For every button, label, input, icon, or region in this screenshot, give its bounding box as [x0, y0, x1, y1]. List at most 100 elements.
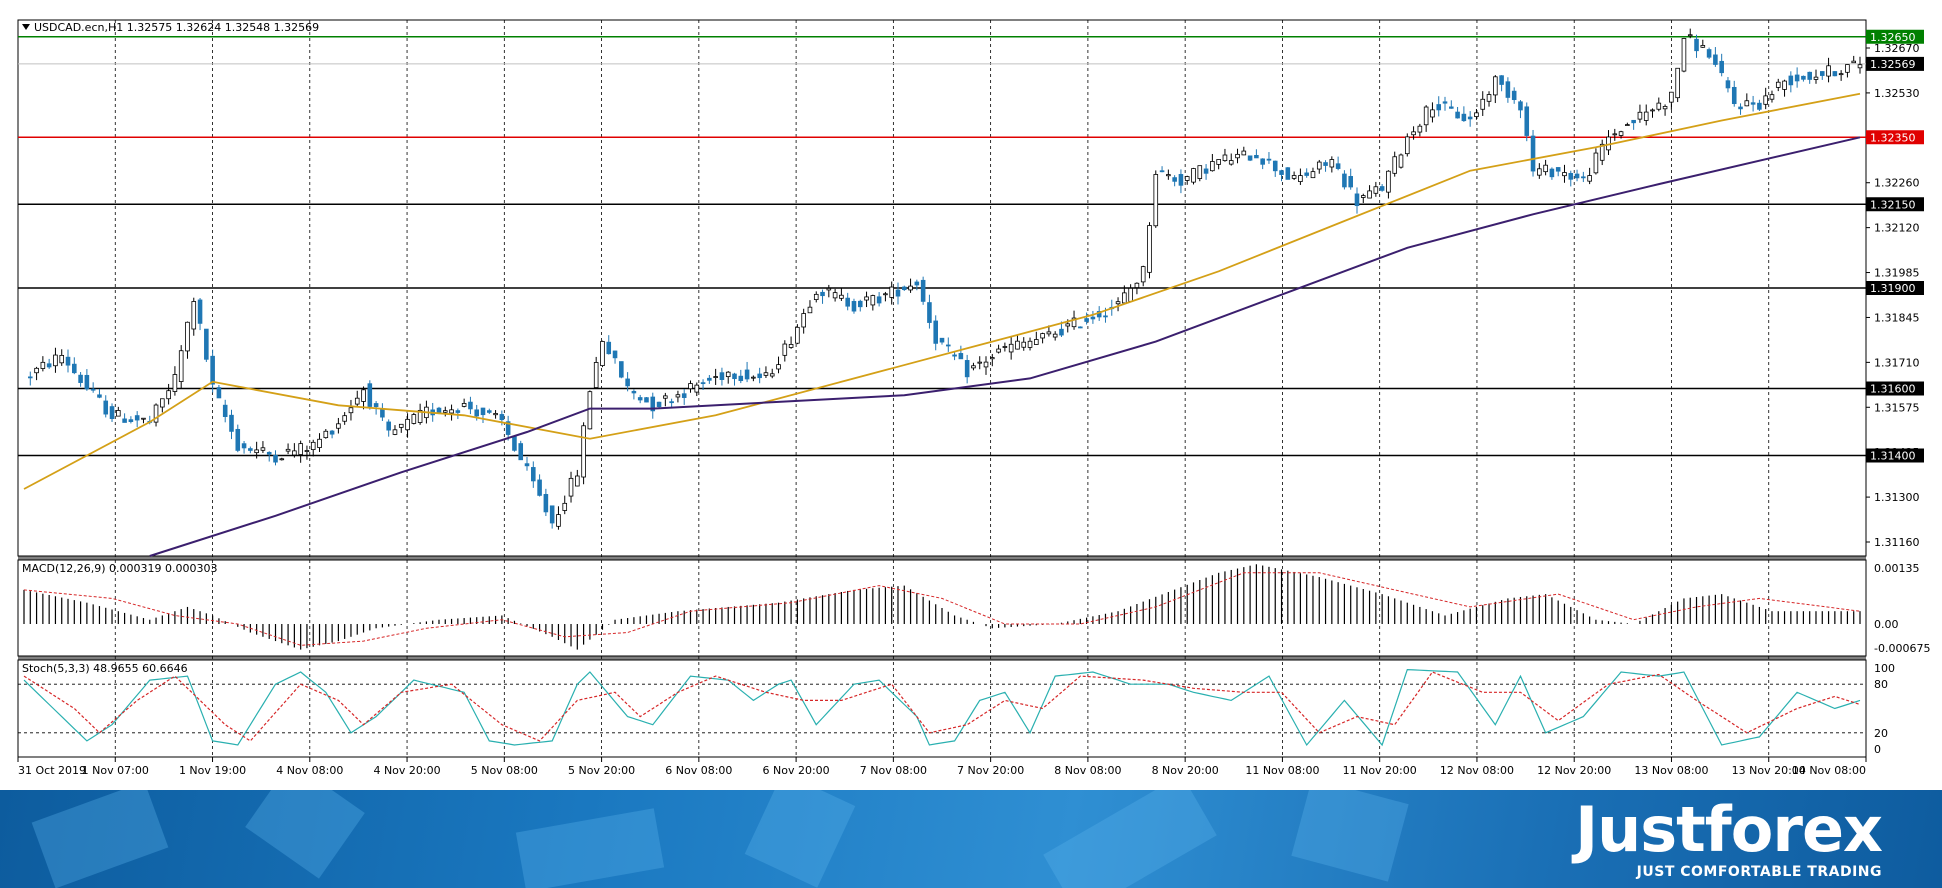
- candle-down: [939, 337, 945, 343]
- candle-down: [644, 397, 649, 403]
- price-level-label: 1.31600: [1870, 383, 1916, 396]
- justforex-logo: Justforex: [1575, 793, 1883, 866]
- candle-up: [449, 409, 454, 414]
- y-tick-label: 1.32260: [1874, 177, 1920, 190]
- candle-up: [354, 397, 360, 405]
- candle-up: [832, 292, 838, 299]
- candle-down: [1342, 173, 1347, 188]
- candle-up: [442, 410, 448, 413]
- candle-up: [1618, 131, 1624, 136]
- candle-up: [1826, 65, 1831, 77]
- candle-up: [59, 354, 65, 364]
- candle-up: [191, 301, 197, 330]
- candle-down: [329, 430, 335, 435]
- candle-up: [1838, 73, 1844, 76]
- candle-down: [744, 369, 750, 380]
- candle-up: [556, 514, 561, 527]
- candle-down: [1266, 158, 1272, 161]
- candle-up: [996, 348, 1001, 353]
- candle-down: [1750, 102, 1756, 105]
- candle-up: [1241, 150, 1247, 156]
- candle-up: [178, 350, 184, 382]
- candle-down: [1719, 60, 1724, 74]
- price-level-label: 1.32350: [1870, 131, 1916, 144]
- candle-down: [235, 428, 241, 451]
- price-level-tag: [1866, 29, 1924, 44]
- candle-down: [1159, 170, 1165, 173]
- candle-down: [1555, 167, 1561, 172]
- candle-down: [1731, 86, 1737, 105]
- x-tick-label: 5 Nov 20:00: [568, 764, 635, 777]
- candle-down: [1090, 316, 1096, 320]
- candle-down: [1285, 167, 1291, 180]
- menu-triangle-icon: [22, 24, 30, 30]
- candle-up: [1637, 111, 1643, 120]
- candle-up: [1782, 80, 1787, 90]
- candle-up: [1128, 287, 1133, 302]
- candle-up: [53, 354, 58, 367]
- candle-down: [732, 373, 737, 380]
- candle-up: [1474, 112, 1479, 117]
- candle-up: [600, 341, 605, 367]
- candle-up: [694, 384, 700, 393]
- candle-down: [229, 414, 234, 432]
- candle-down: [1725, 80, 1731, 89]
- candle-down: [1518, 101, 1523, 111]
- candle-up: [688, 383, 693, 390]
- candle-up: [1071, 317, 1077, 328]
- macd-y-tick-label: 0.00: [1874, 618, 1899, 631]
- price-level-label: 1.31400: [1870, 450, 1916, 463]
- candle-down: [134, 415, 140, 421]
- candle-down: [1467, 116, 1473, 120]
- candle-up: [323, 430, 329, 439]
- candle-up: [153, 404, 159, 423]
- candle-down: [103, 400, 109, 415]
- candle-up: [1040, 333, 1045, 339]
- x-tick-label: 6 Nov 20:00: [763, 764, 830, 777]
- candle-up: [254, 449, 259, 454]
- candle-down: [531, 467, 536, 482]
- candle-up: [298, 443, 303, 455]
- candle-up: [1675, 67, 1680, 99]
- candle-down: [927, 302, 932, 323]
- candle-down: [1059, 328, 1064, 336]
- candle-up: [1210, 161, 1215, 172]
- candle-down: [619, 361, 624, 378]
- candle-down: [914, 281, 920, 286]
- candle-down: [512, 436, 517, 451]
- candle-up: [807, 306, 813, 314]
- y-tick-label: 1.31160: [1874, 536, 1920, 549]
- y-tick-label: 1.31575: [1874, 401, 1920, 414]
- candle-up: [141, 417, 146, 420]
- candle-up: [663, 395, 668, 399]
- candle-up: [1222, 154, 1228, 162]
- x-tick-label: 4 Nov 08:00: [276, 764, 343, 777]
- candle-down: [90, 388, 96, 391]
- price-level-tag: [1866, 281, 1924, 295]
- stoch-panel-frame: [17, 659, 1867, 758]
- candle-down: [1694, 38, 1699, 52]
- price-level-tag: [1866, 130, 1924, 145]
- candle-down: [656, 401, 662, 408]
- candle-up: [1316, 161, 1322, 170]
- brand-footer: Justforex JUST COMFORTABLE TRADING: [0, 790, 1942, 888]
- candle-up: [304, 450, 310, 452]
- y-tick-label: 1.31300: [1874, 491, 1920, 504]
- candle-up: [971, 365, 976, 369]
- candle-up: [1291, 175, 1297, 179]
- candle-up: [568, 477, 574, 497]
- candle-down: [543, 494, 549, 513]
- candle-down: [1304, 172, 1309, 176]
- candle-down: [895, 289, 901, 297]
- candle-down: [719, 372, 725, 380]
- candle-up: [1857, 64, 1863, 69]
- tagline: JUST COMFORTABLE TRADING: [1636, 864, 1882, 880]
- candle-up: [1153, 174, 1159, 227]
- candle-up: [1166, 174, 1171, 177]
- candle-up: [405, 418, 410, 431]
- candle-up: [788, 344, 794, 348]
- candle-up: [795, 326, 800, 344]
- candle-down: [128, 419, 134, 422]
- candle-up: [1662, 106, 1668, 110]
